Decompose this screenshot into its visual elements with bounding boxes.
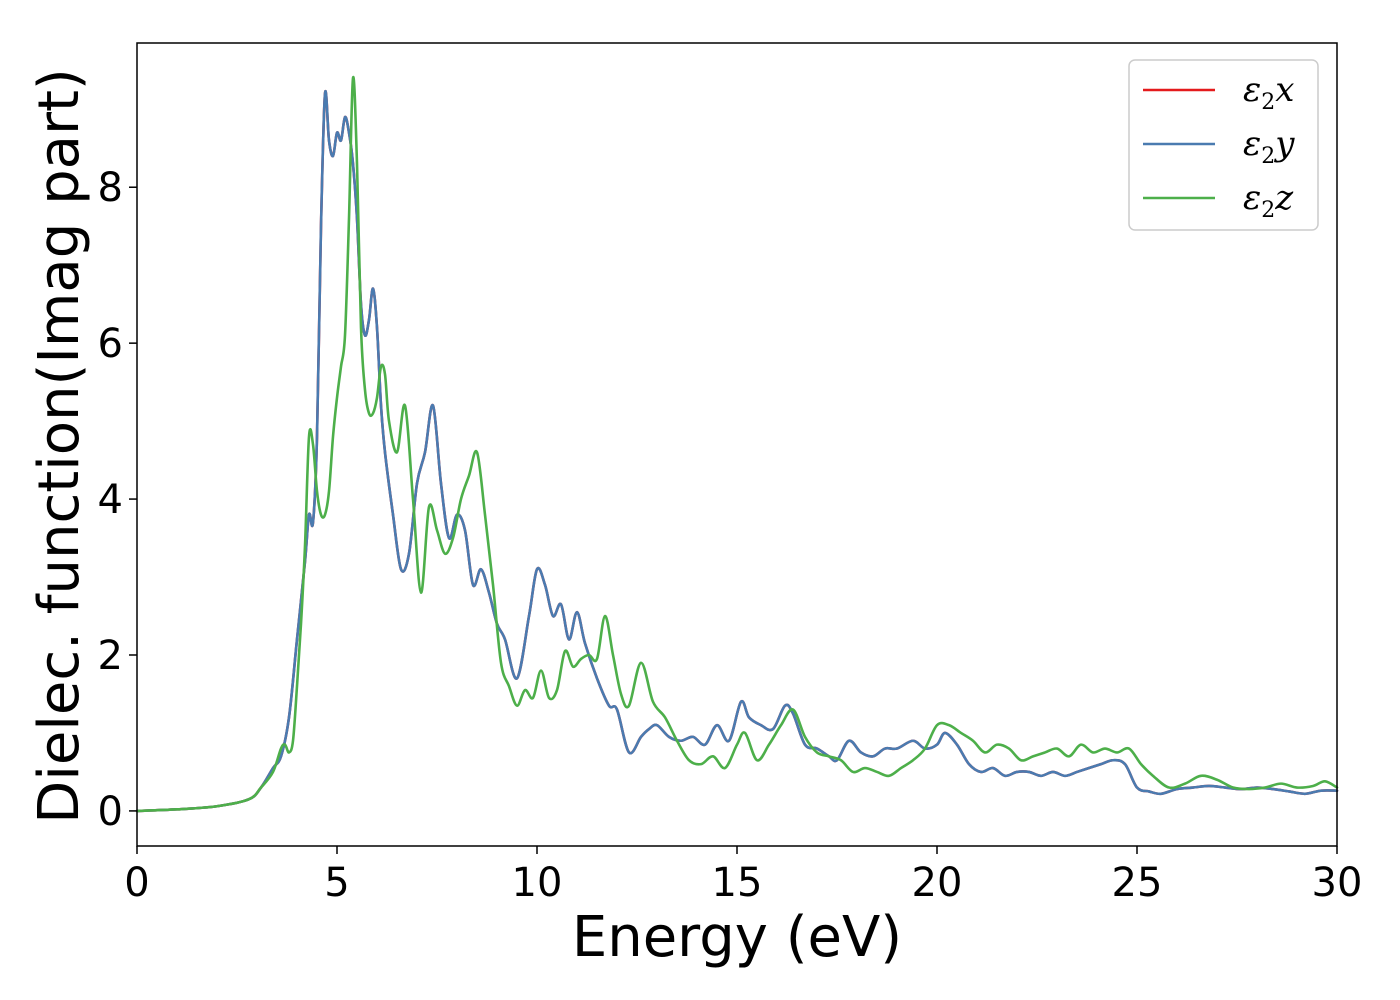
x-tick-label: 20 xyxy=(912,860,963,906)
x-tick-label: 15 xyxy=(712,860,763,906)
y-tick-label: 2 xyxy=(98,633,123,679)
legend-label-y: ε2y xyxy=(1243,124,1295,169)
legend-label-x: ε2x xyxy=(1243,70,1294,115)
x-axis-ticks: 0 5 10 15 20 25 30 xyxy=(124,846,1362,906)
legend-component: x xyxy=(1275,70,1294,110)
legend-box xyxy=(1128,59,1319,231)
legend-symbol: ε xyxy=(1243,178,1261,218)
legend-label-z: ε2z xyxy=(1243,178,1294,223)
x-tick-label: 30 xyxy=(1312,860,1363,906)
x-tick-label: 5 xyxy=(324,860,349,906)
legend-component: y xyxy=(1273,124,1295,164)
legend-symbol: ε xyxy=(1243,70,1261,110)
legend-subscript: 2 xyxy=(1261,198,1275,223)
series-line-y xyxy=(135,89,1339,813)
y-tick-label: 0 xyxy=(98,789,123,835)
legend-subscript: 2 xyxy=(1261,90,1275,115)
series-line-z xyxy=(135,75,1339,813)
legend-subscript: 2 xyxy=(1261,144,1275,169)
y-tick-label: 4 xyxy=(98,477,123,523)
y-tick-label: 6 xyxy=(98,321,123,367)
x-tick-label: 25 xyxy=(1112,860,1163,906)
x-axis-title: Energy (eV) xyxy=(572,905,902,970)
y-tick-label: 8 xyxy=(98,165,123,211)
x-tick-label: 10 xyxy=(512,860,563,906)
legend-symbol: ε xyxy=(1243,124,1261,164)
y-axis-title: Dielec. function(Imag part) xyxy=(27,68,92,824)
y-axis-ticks: 0 2 4 6 8 xyxy=(98,165,137,835)
legend-component: z xyxy=(1274,178,1294,218)
series-layer xyxy=(135,75,1339,813)
x-tick-label: 0 xyxy=(124,860,149,906)
